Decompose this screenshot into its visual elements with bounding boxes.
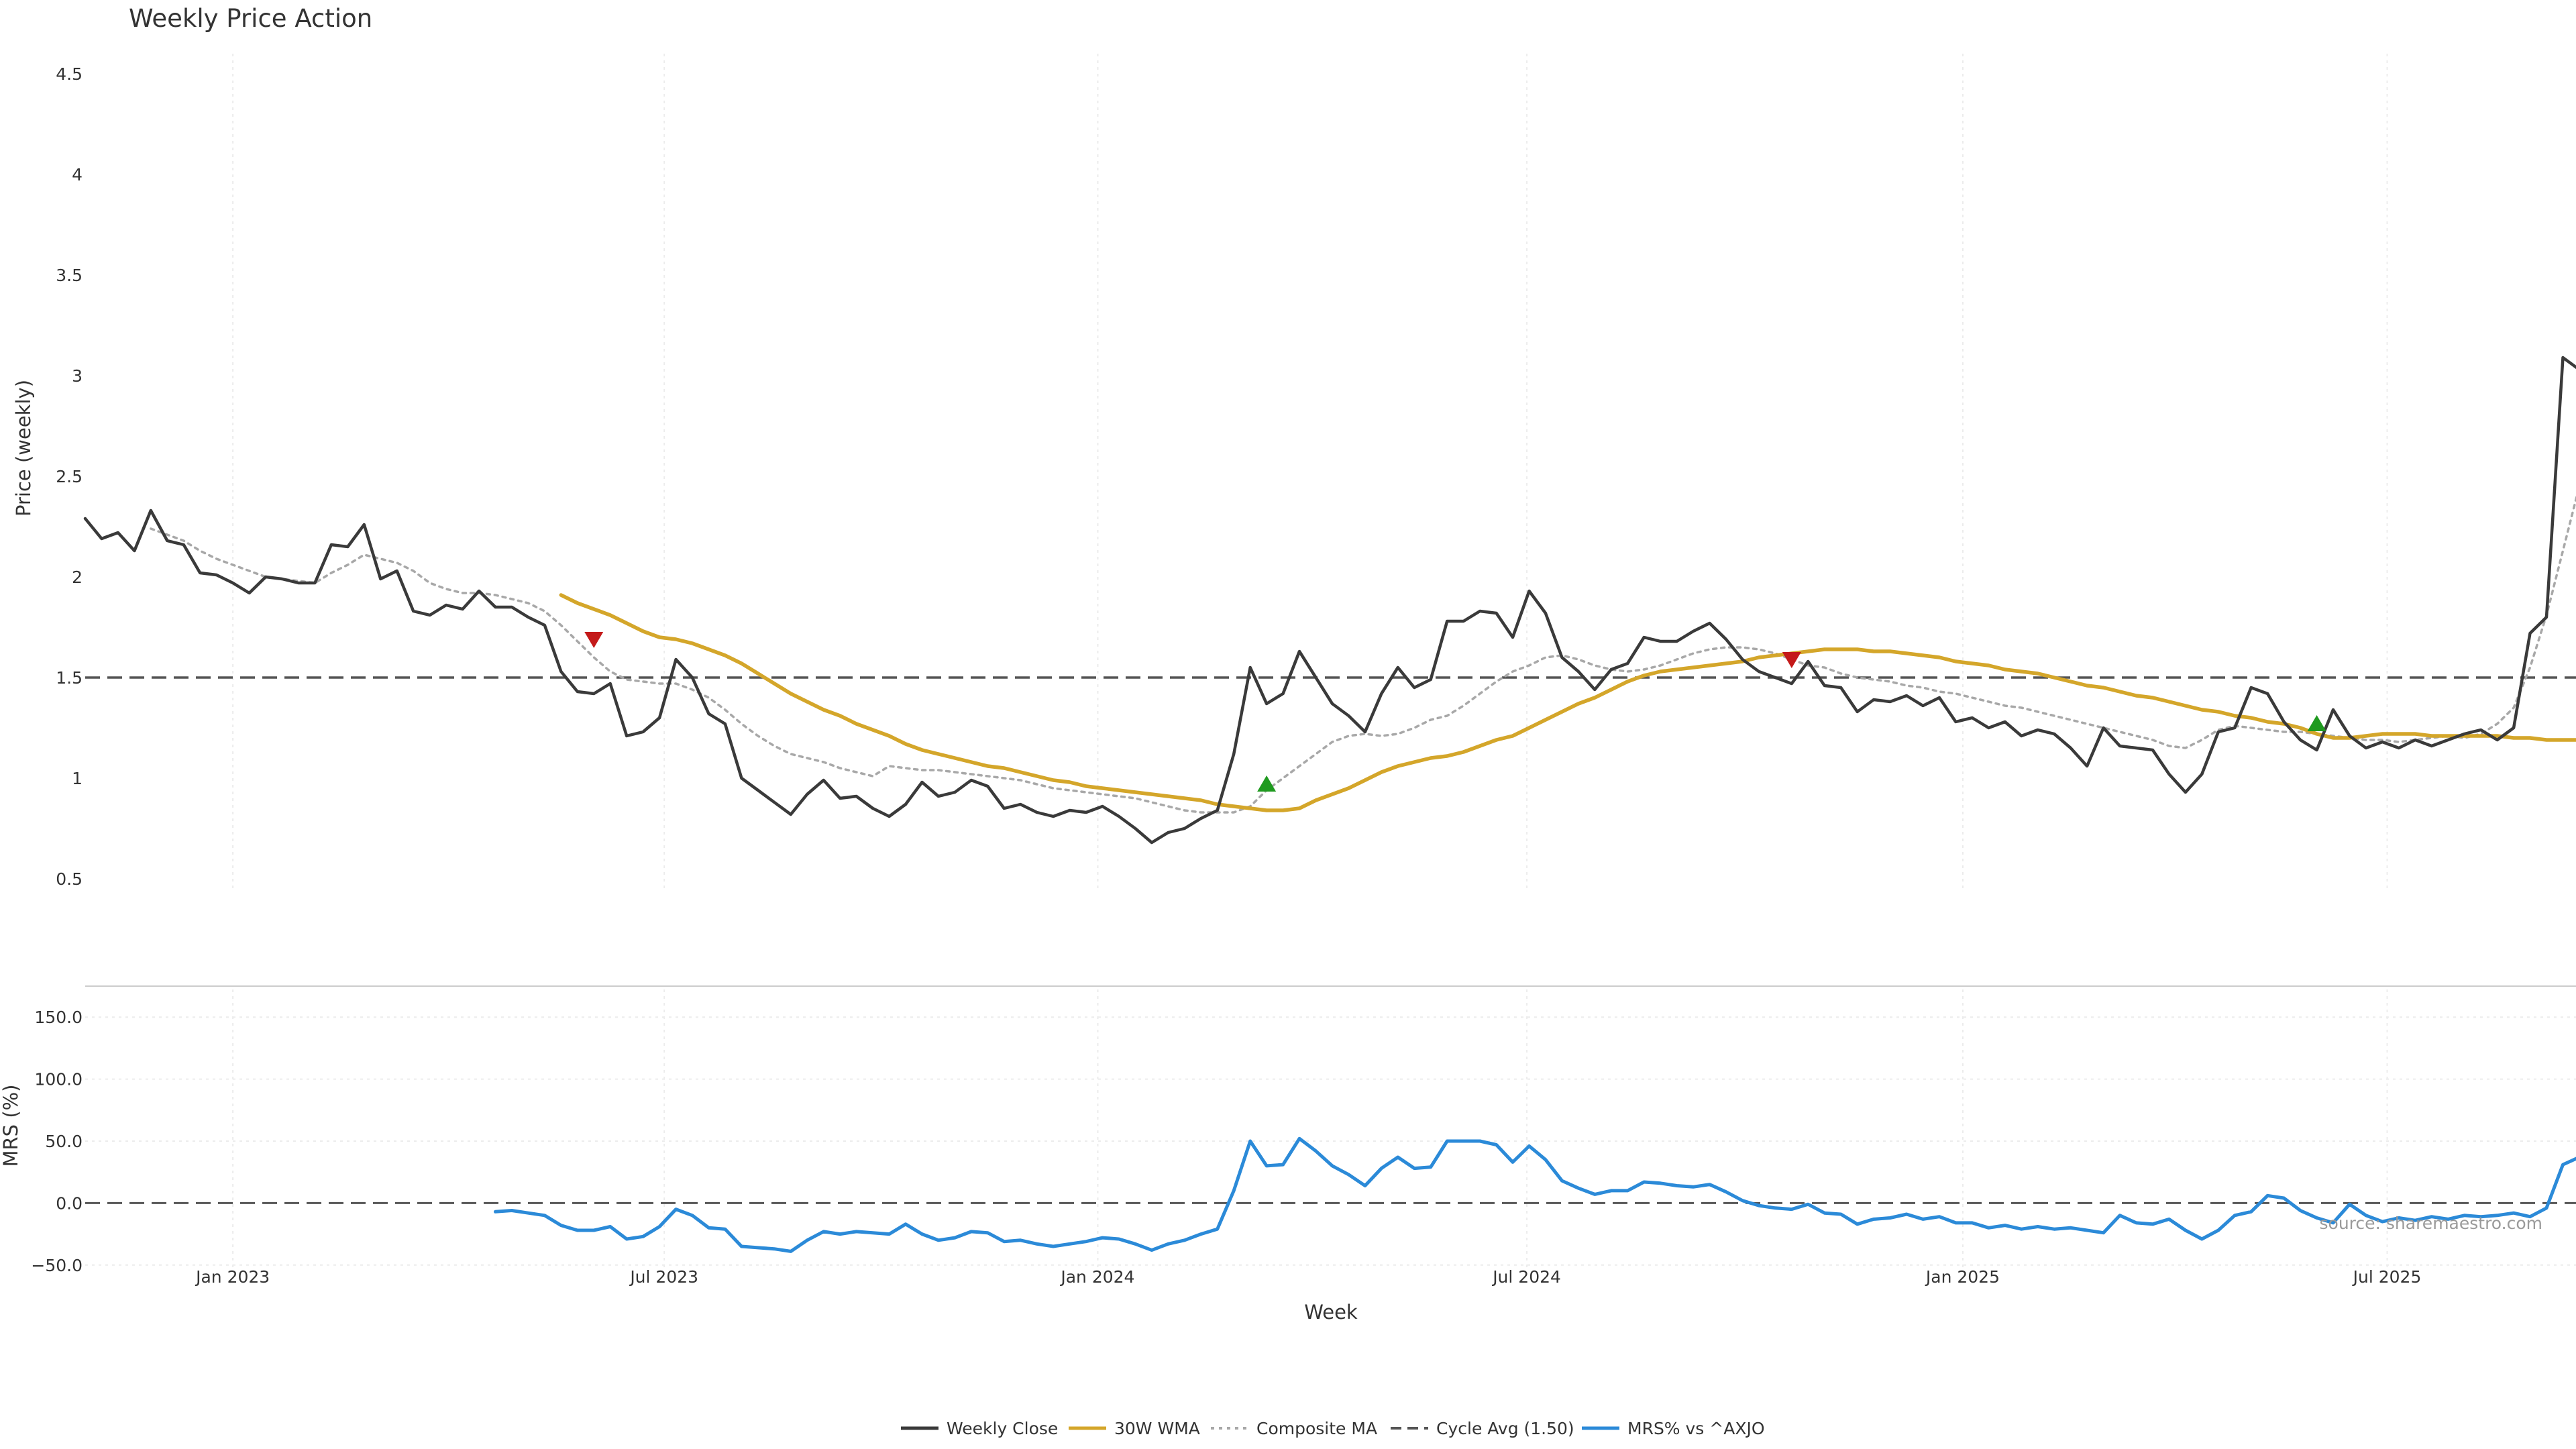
price-ytick-label: 0.5 bbox=[56, 869, 83, 889]
series-line-weekly-close bbox=[83, 356, 2576, 845]
chart-title: Weekly Price Action bbox=[129, 4, 372, 33]
series-line-30w-wma bbox=[559, 593, 2576, 812]
x-tick-label: Jan 2023 bbox=[195, 1267, 270, 1287]
price-ytick-label: 1.5 bbox=[56, 668, 83, 688]
x-tick-label: Jan 2024 bbox=[1059, 1267, 1134, 1287]
buy-signal-marker bbox=[1257, 775, 1277, 792]
price-ytick-label: 1 bbox=[72, 769, 83, 788]
source-note: source: sharemaestro.com bbox=[2320, 1214, 2543, 1233]
legend: Weekly Close 30W WMA Composite MA Cycle Avg… bbox=[901, 1419, 1765, 1438]
price-ytick-label: 4 bbox=[72, 165, 83, 184]
price-panel: 0.5 1 1.5 2 2.5 3 3.5 4 4.5 Weekly Price Action Pr… bbox=[12, 4, 2576, 889]
mrs-ytick-label: 0.0 bbox=[56, 1193, 83, 1213]
buy-signal-marker bbox=[2307, 715, 2326, 731]
price-ytick-label: 3 bbox=[72, 366, 83, 386]
mrs-ytick-label: 50.0 bbox=[45, 1132, 83, 1151]
price-ytick-label: 2.5 bbox=[56, 467, 83, 486]
mrs-panel: −50.0 0.0 50.0 100.0 150.0 MRS (%) Jan 2023 Jul… bbox=[0, 985, 2576, 1324]
price-ytick-label: 4.5 bbox=[56, 64, 83, 84]
mrs-ytick-label: −50.0 bbox=[31, 1256, 83, 1275]
mrs-ytick-label: 100.0 bbox=[34, 1070, 83, 1089]
series-line-mrs bbox=[494, 1136, 2576, 1253]
legend-label-cycle-avg-1-50: Cycle Avg (1.50) bbox=[1436, 1419, 1574, 1438]
price-y-axis-label: Price (weekly) bbox=[12, 380, 35, 517]
mrs-y-axis-label: MRS (%) bbox=[0, 1085, 22, 1167]
legend-label-30w-wma: 30W WMA bbox=[1114, 1419, 1200, 1438]
legend-label-mrs-vs-axjo: MRS% vs ^AXJO bbox=[1627, 1419, 1765, 1438]
legend-label-weekly-close: Weekly Close bbox=[947, 1419, 1058, 1438]
x-tick-label: Jul 2024 bbox=[1491, 1267, 1561, 1287]
series-line-composite-ma bbox=[150, 494, 2576, 814]
x-tick-label: Jul 2023 bbox=[629, 1267, 698, 1287]
sell-signal-marker bbox=[584, 632, 604, 648]
price-ytick-label: 2 bbox=[72, 568, 83, 587]
x-tick-label: Jul 2025 bbox=[2352, 1267, 2422, 1287]
x-tick-label: Jan 2025 bbox=[1925, 1267, 2000, 1287]
mrs-ytick-label: 150.0 bbox=[34, 1008, 83, 1027]
sell-signal-marker bbox=[1782, 652, 1801, 668]
x-axis-label: Week bbox=[1304, 1301, 1358, 1324]
legend-label-composite-ma: Composite MA bbox=[1256, 1419, 1377, 1438]
price-ytick-label: 3.5 bbox=[56, 266, 83, 285]
